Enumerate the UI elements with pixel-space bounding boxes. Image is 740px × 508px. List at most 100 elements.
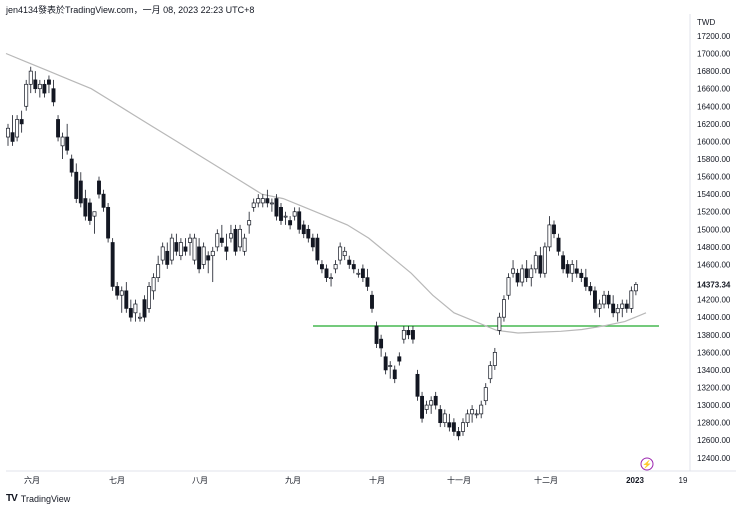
candle-body <box>515 272 520 283</box>
candle-body <box>324 268 329 279</box>
candle-body <box>192 237 197 261</box>
candle-body <box>438 409 443 424</box>
candle-body <box>592 290 597 309</box>
y-tick-label: 15600.00 <box>697 173 731 182</box>
candle-body <box>502 299 506 318</box>
candle-body <box>219 237 224 243</box>
candle-body <box>174 242 179 252</box>
candle-body <box>306 228 311 239</box>
candle-body <box>360 268 365 279</box>
candle-body <box>315 237 320 261</box>
candle-body <box>247 220 252 226</box>
candle-body <box>279 206 283 221</box>
moving-average-line <box>5 52 647 334</box>
candle-body <box>456 431 461 437</box>
candle-body <box>552 224 556 235</box>
candle-body <box>24 83 29 107</box>
candle-body <box>542 246 547 274</box>
candle-body <box>165 250 170 265</box>
y-tick-label: 16000.00 <box>697 137 731 146</box>
candle-body <box>215 233 220 248</box>
candle-body <box>169 237 174 261</box>
currency-label: TWD <box>697 18 715 27</box>
candle-body <box>483 387 488 402</box>
y-tick-label: 14800.00 <box>697 243 731 252</box>
candle-body <box>333 264 338 270</box>
candle-body <box>611 303 616 314</box>
candle-body <box>178 242 183 257</box>
candle-body <box>338 246 343 261</box>
x-tick-label: 十一月 <box>447 475 471 485</box>
tradingview-footer[interactable]: TV TradingView <box>6 493 70 504</box>
candle-body <box>206 255 211 261</box>
candle-body <box>347 259 352 265</box>
candle-body <box>365 277 370 287</box>
candle-body <box>69 158 74 173</box>
y-tick-label: 15200.00 <box>697 208 731 217</box>
candle-body <box>201 246 206 265</box>
tradingview-logo-icon: TV <box>6 493 18 504</box>
candle-body <box>260 198 265 204</box>
candle-body <box>106 206 111 239</box>
candle-body <box>447 422 452 428</box>
candle-body <box>415 373 420 397</box>
candle-body <box>329 277 334 280</box>
candle-body <box>565 264 570 274</box>
y-tick-label: 15400.00 <box>697 190 731 199</box>
x-tick-label: 十月 <box>369 475 385 485</box>
candle-body <box>479 404 484 415</box>
candle-body <box>520 268 525 283</box>
candle-body <box>115 286 120 296</box>
candle-body <box>33 79 38 90</box>
y-tick-label: 17200.00 <box>697 32 731 41</box>
candle-body <box>420 395 425 419</box>
x-tick-label: 十二月 <box>534 475 558 485</box>
candle-body <box>238 228 242 248</box>
candle-body <box>451 422 456 432</box>
candle-body <box>561 255 566 270</box>
y-tick-label: 13600.00 <box>697 348 731 357</box>
candle-body <box>74 171 79 199</box>
x-tick-label: 九月 <box>285 476 301 485</box>
candle-body <box>233 228 238 252</box>
candle-body <box>356 272 361 275</box>
candle-body <box>56 119 61 138</box>
tradingview-brand: TradingView <box>20 493 71 504</box>
y-tick-label: 12800.00 <box>697 419 731 428</box>
candle-body <box>83 198 88 217</box>
candle-body <box>461 422 465 432</box>
candle-body <box>310 237 315 248</box>
candle-body <box>574 268 579 274</box>
candle-body <box>370 294 374 309</box>
candle-body <box>629 290 634 309</box>
candle-body <box>274 198 279 217</box>
candle-body <box>320 264 324 270</box>
candle-body <box>624 303 629 309</box>
candle-body <box>60 136 65 147</box>
candle-body <box>374 325 379 344</box>
candle-body <box>210 250 215 257</box>
candle-body <box>470 409 475 415</box>
candle-body <box>583 277 588 287</box>
y-tick-label: 14600.00 <box>697 260 731 269</box>
candle-body <box>6 127 10 138</box>
candle-body <box>379 338 384 349</box>
candle-body <box>392 369 397 380</box>
candle-body <box>547 224 552 248</box>
x-tick-label: 19 <box>679 476 688 485</box>
y-tick-label: 13400.00 <box>697 366 731 375</box>
candle-body <box>465 413 470 424</box>
candle-body <box>492 352 497 366</box>
candle-body <box>78 180 83 204</box>
candle-body <box>556 237 561 252</box>
candle-body <box>388 365 393 367</box>
candle-body <box>128 308 133 318</box>
x-tick-label: 2023 <box>626 476 644 485</box>
y-tick-label: 14000.00 <box>697 313 731 322</box>
candle-body <box>229 233 233 239</box>
candle-body <box>110 242 115 287</box>
candle-body <box>138 316 142 319</box>
candle-body <box>411 330 415 340</box>
candle-body <box>242 237 247 252</box>
